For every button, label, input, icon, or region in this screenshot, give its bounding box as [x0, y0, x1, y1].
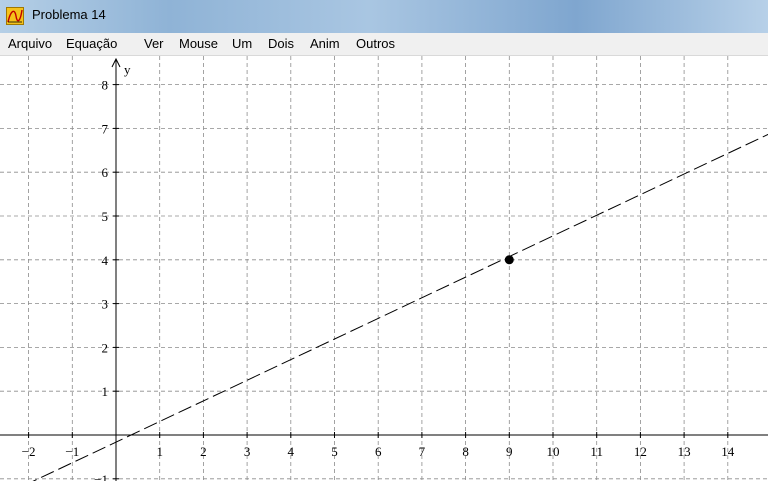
window-title: Problema 14: [32, 7, 106, 22]
graph-app-icon: [6, 7, 24, 25]
x-tick-label: 10: [547, 444, 560, 459]
x-tick-label: 5: [331, 444, 338, 459]
x-tick-label: 7: [419, 444, 426, 459]
title-bar: Problema 14: [0, 0, 768, 33]
x-tick-label: 1: [156, 444, 163, 459]
menu-outros[interactable]: Outros: [356, 36, 396, 51]
x-tick-label: 14: [721, 444, 735, 459]
y-tick-label: −1: [94, 472, 108, 481]
menu-dois[interactable]: Dois: [268, 36, 295, 51]
x-tick-label: −1: [65, 444, 79, 459]
y-tick-label: 4: [102, 253, 109, 268]
menu-um[interactable]: Um: [232, 36, 253, 51]
x-tick-label: 2: [200, 444, 207, 459]
x-tick-label: 6: [375, 444, 382, 459]
menu-ver[interactable]: Ver: [144, 36, 164, 51]
y-tick-label: 3: [102, 297, 109, 312]
x-tick-label: −2: [22, 444, 36, 459]
y-tick-label: 6: [102, 165, 109, 180]
data-point: [504, 255, 514, 265]
dashed-line-series: [32, 133, 768, 481]
x-tick-label: 3: [244, 444, 251, 459]
menu-arquivo[interactable]: Arquivo: [8, 36, 53, 51]
y-tick-label: 8: [102, 78, 109, 93]
menu-anim[interactable]: Anim: [310, 36, 340, 51]
menu-mouse[interactable]: Mouse: [179, 36, 219, 51]
x-tick-label: 12: [634, 444, 647, 459]
x-tick-label: 9: [506, 444, 513, 459]
y-axis-label: y: [124, 62, 131, 77]
y-tick-label: 7: [102, 121, 109, 136]
x-tick-label: 8: [462, 444, 469, 459]
x-tick-label: 4: [288, 444, 295, 459]
x-tick-label: 13: [678, 444, 691, 459]
x-tick-label: 11: [590, 444, 603, 459]
y-tick-label: 1: [102, 384, 109, 399]
menu-bar: Arquivo Equação Ver Mouse Um Dois Anim O…: [0, 33, 768, 56]
y-axis-arrow-icon: [111, 57, 121, 68]
y-tick-label: 5: [102, 209, 109, 224]
menu-equacao[interactable]: Equação: [66, 36, 118, 51]
y-tick-label: 2: [102, 340, 109, 355]
